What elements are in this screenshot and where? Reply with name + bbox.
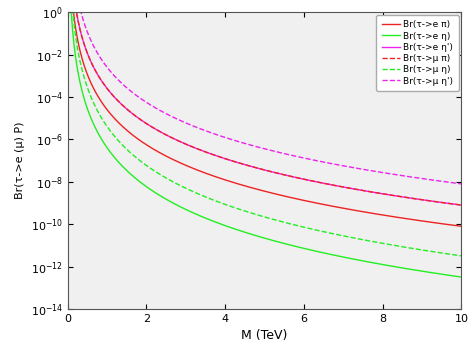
Line: Br(τ->e η'): Br(τ->e η') [68,6,462,205]
Br(τ->e η') [137,117,142,121]
Br(τ->e η') [321,181,327,185]
Br(τ->μ η) [459,254,465,258]
Br(τ->e η) [321,251,327,255]
Br(τ->μ η) [137,158,142,163]
Line: Br(τ->μ π): Br(τ->μ π) [68,6,462,205]
Br(τ->e η) [359,258,365,263]
Br(τ->μ η) [389,243,394,247]
Br(τ->μ η') [359,167,365,171]
Br(τ->e η') [301,177,307,181]
Br(τ->e η) [216,221,221,225]
X-axis label: M (TeV): M (TeV) [241,329,288,342]
Br(τ->μ η) [216,200,221,204]
Br(τ->μ π) [65,4,71,8]
Br(τ->μ η') [321,160,327,164]
Br(τ->e η') [216,154,221,159]
Br(τ->e η') [459,203,465,207]
Br(τ->μ π) [137,117,142,121]
Br(τ->μ π) [216,154,221,159]
Br(τ->e η') [359,188,365,192]
Line: Br(τ->μ η'): Br(τ->μ η') [68,6,462,184]
Br(τ->e π) [137,138,142,142]
Br(τ->e η) [459,275,465,279]
Y-axis label: Br(τ->e (μ) P): Br(τ->e (μ) P) [15,122,25,199]
Br(τ->μ η) [359,237,365,242]
Br(τ->e η) [389,264,394,268]
Br(τ->e η) [65,4,71,8]
Br(τ->μ π) [321,181,327,185]
Br(τ->μ η') [216,133,221,137]
Br(τ->e π) [301,198,307,203]
Br(τ->μ η') [389,172,394,176]
Br(τ->μ π) [301,177,307,181]
Br(τ->μ η) [65,4,71,8]
Br(τ->e π) [359,209,365,214]
Br(τ->μ π) [389,193,394,197]
Br(τ->e η) [137,179,142,184]
Line: Br(τ->e η): Br(τ->e η) [68,6,462,277]
Br(τ->μ η') [65,4,71,8]
Br(τ->e π) [321,202,327,207]
Br(τ->e η) [301,246,307,251]
Br(τ->μ η') [459,182,465,186]
Legend: Br(τ->e π), Br(τ->e η), Br(τ->e η'), Br(τ->μ π), Br(τ->μ η), Br(τ->μ η'): Br(τ->e π), Br(τ->e η), Br(τ->e η'), Br(… [376,15,459,91]
Br(τ->μ η') [137,95,142,100]
Br(τ->e η') [389,193,394,197]
Br(τ->e π) [216,175,221,180]
Br(τ->μ η) [321,230,327,234]
Br(τ->e π) [389,214,394,219]
Br(τ->μ π) [459,203,465,207]
Br(τ->e η') [65,4,71,8]
Line: Br(τ->e π): Br(τ->e π) [68,6,462,226]
Br(τ->e π) [459,224,465,228]
Br(τ->e π) [65,4,71,8]
Line: Br(τ->μ η): Br(τ->μ η) [68,6,462,256]
Br(τ->μ η) [301,225,307,229]
Br(τ->μ π) [359,188,365,192]
Br(τ->μ η') [301,156,307,160]
